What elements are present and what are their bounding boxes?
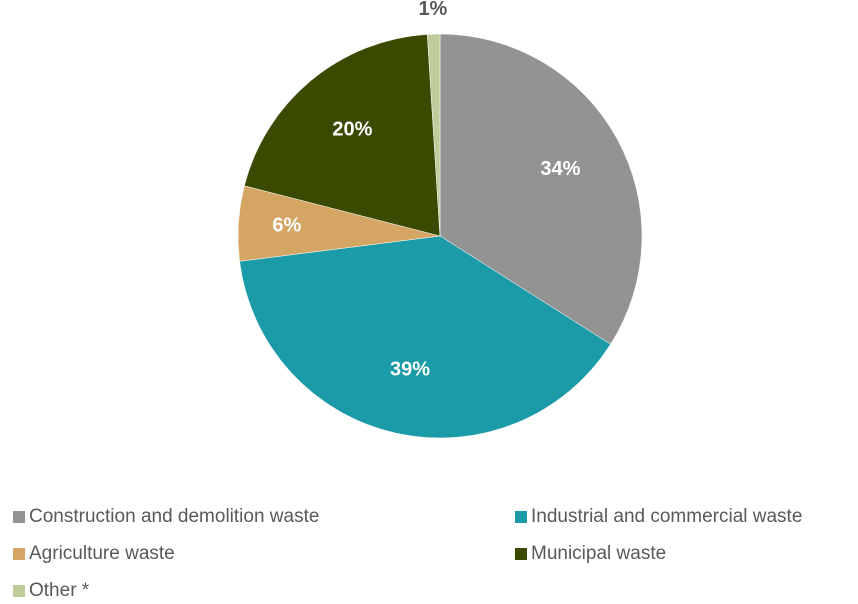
legend-item-industrial[interactable]: Industrial and commercial waste [515, 506, 802, 528]
legend-label-other: Other * [29, 580, 90, 601]
pie-slice-construction[interactable] [439, 33, 643, 345]
legend-label-industrial: Industrial and commercial waste [531, 506, 803, 527]
legend-label-agriculture: Agriculture waste [29, 543, 175, 564]
pie-slices [237, 33, 643, 439]
pie-slice-industrial[interactable] [239, 235, 611, 439]
legend-swatch-industrial [515, 511, 527, 523]
legend-swatch-agriculture [13, 548, 25, 560]
data-label-agriculture: 6% [272, 215, 301, 237]
data-label-industrial: 39% [390, 358, 430, 380]
legend-item-other[interactable]: Other * [13, 580, 89, 602]
legend-swatch-construction [13, 511, 25, 523]
data-label-municipal: 20% [332, 118, 372, 140]
legend-label-construction: Construction and demolition waste [29, 506, 320, 527]
pie-slice-other[interactable] [427, 33, 441, 237]
pie-data-labels: 34% 39% 6% 20% 1% [272, 0, 580, 380]
data-label-construction: 34% [540, 158, 580, 180]
legend-item-municipal[interactable]: Municipal waste [515, 543, 666, 565]
legend-label-municipal: Municipal waste [531, 543, 667, 564]
data-label-other: 1% [418, 0, 447, 20]
legend-item-construction[interactable]: Construction and demolition waste [13, 506, 319, 528]
legend-item-agriculture[interactable]: Agriculture waste [13, 543, 175, 565]
legend-swatch-municipal [515, 548, 527, 560]
pie-slice-municipal[interactable] [244, 34, 441, 237]
legend-swatch-other [13, 585, 25, 597]
